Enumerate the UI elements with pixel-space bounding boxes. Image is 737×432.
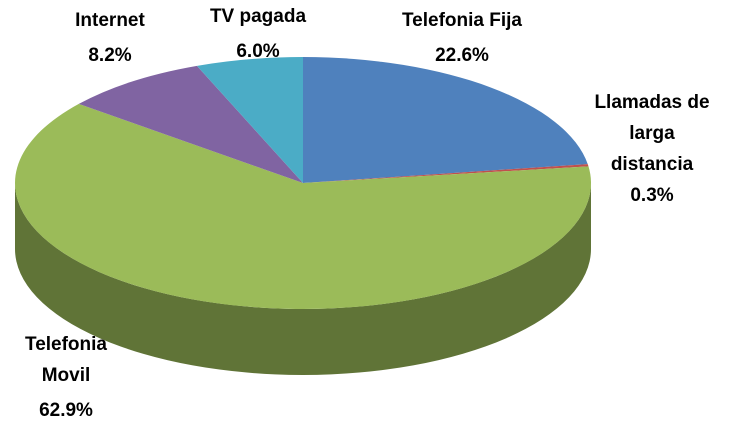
value-label: 6.0% <box>236 41 279 62</box>
slice-side <box>15 183 591 375</box>
category-label: Llamadas de larga distancia <box>594 92 709 175</box>
value-label: 0.3% <box>630 185 673 206</box>
value-label: 62.9% <box>39 400 93 421</box>
slice <box>303 57 588 183</box>
category-label: TV pagada <box>210 6 307 27</box>
slice <box>196 57 303 183</box>
category-label: Telefonia Fija <box>402 10 522 31</box>
category-label: Internet <box>75 10 145 31</box>
slice <box>78 65 303 183</box>
category-label: Telefonia Movil <box>25 334 107 386</box>
value-label: 22.6% <box>435 45 489 66</box>
slice <box>303 164 589 183</box>
value-label: 8.2% <box>88 45 131 66</box>
slice <box>15 103 592 309</box>
